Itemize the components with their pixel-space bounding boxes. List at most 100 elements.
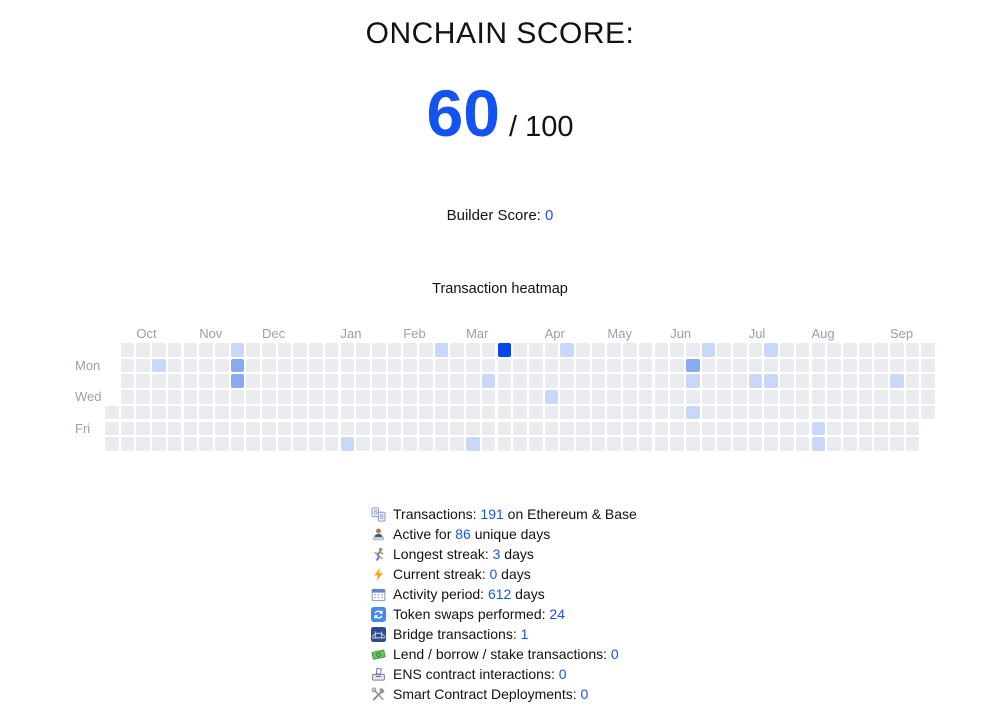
heatmap-cell [811, 421, 826, 436]
heatmap-cell [246, 358, 260, 373]
month-label-apr: Apr [544, 326, 565, 341]
heatmap-cell [528, 343, 543, 357]
heatmap-cell [591, 405, 606, 420]
heatmap-cell [246, 374, 260, 389]
heatmap-cell [356, 343, 370, 357]
heatmap-cell [890, 437, 904, 451]
stat-item: Current streak: 0 days [370, 564, 1000, 584]
heatmap-cell [607, 390, 622, 404]
heatmap-cell [733, 437, 747, 451]
heatmap-cell [387, 405, 402, 420]
heatmap-cell [827, 358, 841, 373]
heatmap-cell [560, 358, 574, 373]
heatmap-cell [874, 390, 888, 404]
heatmap-cell [654, 343, 669, 357]
heatmap-cell [183, 405, 198, 420]
heatmap-cell [167, 390, 182, 404]
heatmap-cell [214, 437, 229, 451]
heatmap-cell [701, 421, 716, 436]
heatmap-cell [748, 390, 763, 404]
stat-label-suffix: on Ethereum & Base [503, 506, 637, 522]
heatmap-cell [419, 358, 433, 373]
heatmap-cell [905, 390, 920, 404]
heatmap-cell [591, 421, 606, 436]
heatmap-cell [387, 421, 402, 436]
month-label-oct: Oct [136, 326, 157, 341]
heatmap-cell [607, 405, 622, 420]
heatmap-cell [591, 437, 606, 451]
heatmap-cell [466, 421, 480, 436]
heatmap-cell [497, 343, 512, 357]
heatmap-month-labels: Oct Nov Dec Jan Feb Mar Apr May Jun Jul Aug Sep [105, 326, 975, 343]
heatmap-cell [795, 374, 810, 389]
heatmap-cell [528, 374, 543, 389]
heatmap-cell [827, 343, 841, 357]
heatmap-cell [120, 374, 135, 389]
heatmap-cell [481, 390, 496, 404]
heatmap-cell [654, 390, 669, 404]
ballot-box-icon [370, 666, 386, 682]
heatmap-cell [183, 390, 198, 404]
heatmap-cell [340, 343, 355, 357]
heatmap-cell [670, 390, 684, 404]
heatmap-cell [780, 390, 794, 404]
heatmap-cell [827, 437, 841, 451]
heatmap-cell [167, 421, 182, 436]
heatmap-cell [324, 405, 339, 420]
heatmap-cell [371, 405, 386, 420]
page-title: ONCHAIN SCORE: [365, 17, 635, 50]
heatmap-cell [199, 421, 213, 436]
heatmap-cell [701, 343, 716, 357]
heatmap-cell [199, 405, 213, 420]
heatmap-cell [434, 421, 449, 436]
heatmap-cell [874, 343, 888, 357]
heatmap-cell [340, 437, 355, 451]
stat-value: 0 [558, 666, 567, 682]
heatmap-cell [811, 405, 826, 420]
heatmap-cell [262, 390, 276, 404]
day-label-fri: Fri [75, 420, 91, 436]
heatmap-cell [780, 343, 794, 357]
month-label-mar: Mar [466, 326, 489, 341]
heatmap-cell [654, 437, 669, 451]
heatmap-cell [324, 437, 339, 451]
stat-label: ENS contract interactions: [393, 666, 559, 682]
heatmap-cell [701, 437, 716, 451]
heatmap-cell [167, 358, 182, 373]
heatmap-cell [419, 390, 433, 404]
heatmap-cell [214, 374, 229, 389]
heatmap-cell [434, 358, 449, 373]
heatmap-cell [403, 374, 417, 389]
stat-label: Current streak: [393, 566, 490, 582]
heatmap-title: Transaction heatmap [432, 281, 568, 297]
heatmap-cell [262, 421, 276, 436]
heatmap-cell [560, 390, 574, 404]
heatmap-cell [874, 405, 888, 420]
heatmap-cell [827, 405, 841, 420]
heatmap-cell [481, 421, 496, 436]
heatmap-cell [623, 343, 637, 357]
heatmap-cell [638, 405, 653, 420]
heatmap-cell [183, 374, 198, 389]
heatmap-cell [340, 421, 355, 436]
heatmap-cell [230, 421, 245, 436]
heatmap-cell [371, 437, 386, 451]
heatmap-cell [434, 437, 449, 451]
heatmap-cell [481, 374, 496, 389]
heatmap-cell [685, 421, 700, 436]
runner-icon [370, 546, 386, 562]
heatmap-cell [387, 390, 402, 404]
heatmap-cell [764, 437, 779, 451]
heatmap-cell [764, 374, 779, 389]
heatmap-cell [340, 358, 355, 373]
heatmap-cell [701, 390, 716, 404]
heatmap-cell [152, 405, 166, 420]
heatmap-cell [152, 421, 166, 436]
heatmap-cell [262, 437, 276, 451]
heatmap-cell [654, 358, 669, 373]
heatmap-cell [670, 405, 684, 420]
heatmap-cell [450, 390, 465, 404]
heatmap-cell [277, 437, 292, 451]
heatmap-cell [733, 358, 747, 373]
heatmap-cell [403, 358, 417, 373]
